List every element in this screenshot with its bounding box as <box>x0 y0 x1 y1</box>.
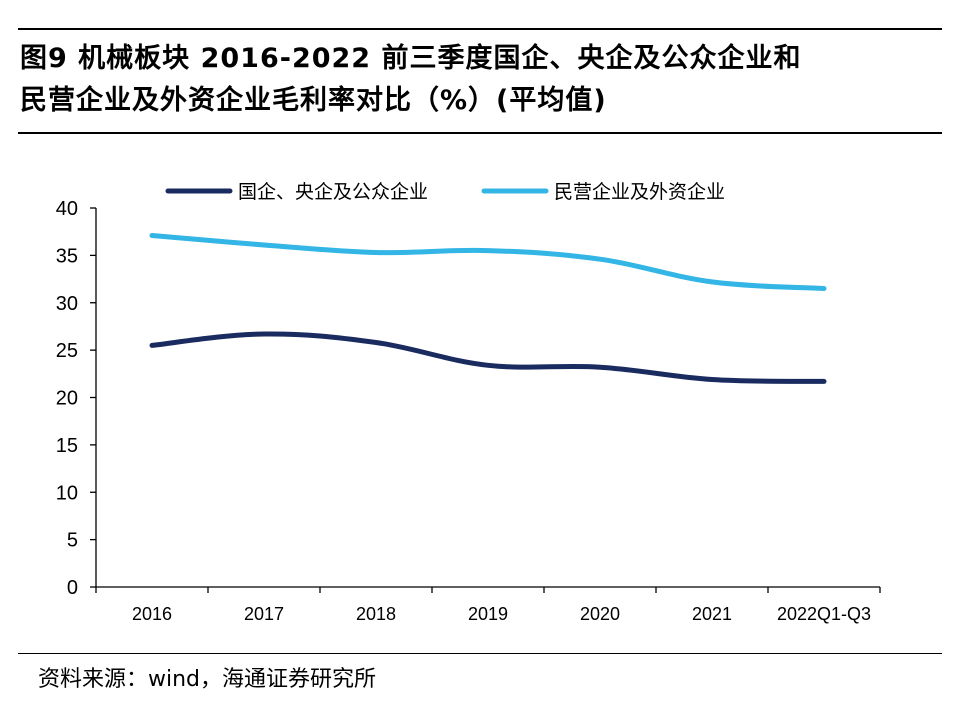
source-note: 资料来源：wind，海通证券研究所 <box>38 667 377 692</box>
series-layer <box>149 233 827 384</box>
title-top-rule <box>18 28 942 30</box>
legend-item-2: 民营企业及外资企业 <box>481 181 725 203</box>
line-chart: 国企、央企及公众企业 民营企业及外资企业 0 5 10 15 20 25 30 35 40 201… <box>56 181 881 624</box>
chart-legend: 国企、央企及公众企业 民营企业及外资企业 <box>165 181 725 203</box>
legend-label: 国企、央企及公众企业 <box>238 181 428 203</box>
y-tick-label: 40 <box>56 198 78 220</box>
y-tick-label: 0 <box>67 577 78 599</box>
figure-title: 图9 机械板块 2016-2022 前三季度国企、央企及公众企业和 民营企业及外… <box>20 38 945 122</box>
y-tick-label: 20 <box>56 388 78 410</box>
x-axis: 2016 2017 2018 2019 2020 2021 2022Q1-Q3 <box>95 586 881 624</box>
y-tick-label: 30 <box>56 293 78 315</box>
y-axis: 0 5 10 15 20 25 30 35 40 <box>56 198 97 599</box>
x-tick-label: 2021 <box>692 604 732 624</box>
series-line <box>149 331 827 384</box>
legend-item-1: 国企、央企及公众企业 <box>165 181 428 203</box>
x-tick-label: 2016 <box>132 604 172 624</box>
series-1 <box>149 331 827 384</box>
y-tick-label: 15 <box>56 435 78 457</box>
legend-label: 民营企业及外资企业 <box>554 181 725 203</box>
figure-title-line-1: 图9 机械板块 2016-2022 前三季度国企、央企及公众企业和 <box>20 43 802 74</box>
y-tick-label: 35 <box>56 245 78 267</box>
title-bottom-rule <box>18 132 942 134</box>
series-2 <box>149 233 827 291</box>
x-tick-label: 2019 <box>468 604 508 624</box>
y-tick-label: 25 <box>56 340 78 362</box>
x-tick-label: 2020 <box>580 604 620 624</box>
x-tick-label: 2017 <box>244 604 284 624</box>
x-tick-label: 2022Q1-Q3 <box>777 604 871 624</box>
figure-title-line-2: 民营企业及外资企业毛利率对比（%）(平均值) <box>20 85 607 116</box>
x-tick-label: 2018 <box>356 604 396 624</box>
y-tick-label: 5 <box>67 530 78 552</box>
y-tick-label: 10 <box>56 482 78 504</box>
series-line <box>149 233 827 291</box>
source-rule <box>18 653 942 654</box>
